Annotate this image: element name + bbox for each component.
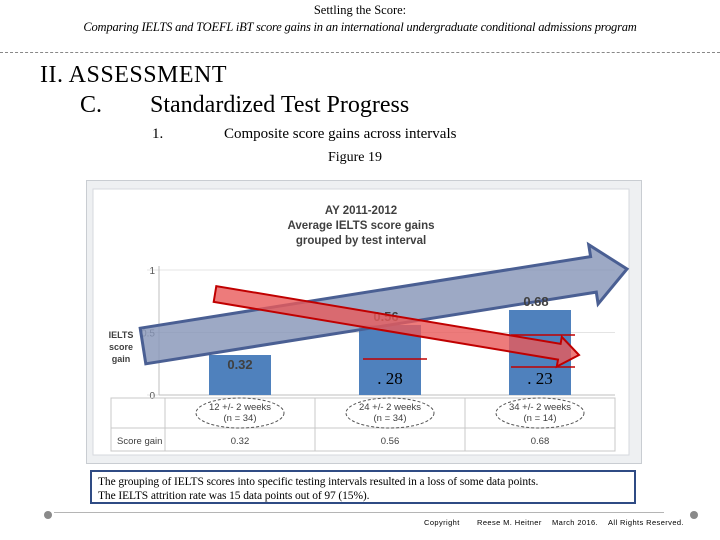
gain-annotation: . 28 [377, 369, 403, 388]
item-text: Composite score gains across intervals [224, 126, 457, 142]
slide-header-title: Settling the Score: [313, 3, 407, 17]
y-axis-label-line: gain [112, 354, 131, 364]
bar [359, 325, 421, 395]
table-value: 0.68 [531, 436, 550, 447]
bar [209, 355, 271, 395]
category-label-line: 12 +/- 2 weeks [209, 402, 271, 413]
subsection-title: Standardized Test Progress [150, 92, 410, 118]
category-label-line: (n = 14) [523, 413, 556, 424]
caption-line-2: The IELTS attrition rate was 15 data poi… [98, 490, 370, 502]
bar-value-label: 0.32 [227, 357, 252, 372]
figure-label: Figure 19 [327, 150, 383, 165]
footer-copyright: Copyright [424, 518, 460, 527]
y-tick-label: 1 [149, 266, 155, 277]
footer-divider [54, 512, 664, 513]
y-axis-label-line: IELTS [109, 330, 134, 340]
caption-line-1: The grouping of IELTS scores into specif… [98, 476, 539, 488]
category-label-line: 34 +/- 2 weeks [509, 402, 571, 413]
y-axis-label-line: score [109, 342, 133, 352]
table-value: 0.32 [231, 436, 250, 447]
footer-date: March 2016. [552, 518, 599, 527]
category-highlight-oval [345, 397, 435, 429]
chart-title-line: Average IELTS score gains [287, 220, 434, 232]
gain-annotation: . 23 [527, 369, 553, 388]
slide-header-subtitle: Comparing IELTS and TOEFL iBT score gain… [83, 20, 637, 34]
trend-arrow-down [212, 284, 581, 369]
chart-title-line: grouped by test interval [296, 235, 426, 247]
header-divider [0, 52, 720, 53]
category-highlight-oval [495, 397, 585, 429]
item-number: 1. [152, 126, 164, 142]
trend-arrow-up [138, 241, 630, 366]
footer-author: Reese M. Heitner [477, 518, 542, 527]
bar-chart: AY 2011-2012 Average IELTS score gains gro… [92, 188, 630, 456]
section-heading: II. ASSESSMENT [40, 62, 228, 88]
category-highlight-oval [195, 397, 285, 429]
subsection-letter: C. [80, 92, 103, 118]
footer-dot-right [690, 511, 698, 519]
bar-value-label: 0.68 [523, 294, 548, 309]
table-row-label: Score gain [117, 436, 162, 447]
y-tick-label: 0 [149, 391, 155, 402]
figure-caption: The grouping of IELTS scores into specif… [90, 470, 636, 504]
category-label-line: (n = 34) [223, 413, 256, 424]
footer-dot-left [44, 511, 52, 519]
table-value: 0.56 [381, 436, 400, 447]
category-label-line: (n = 34) [373, 413, 406, 424]
category-label-line: 24 +/- 2 weeks [359, 402, 421, 413]
chart-frame: AY 2011-2012 Average IELTS score gains gro… [86, 180, 642, 464]
footer-rights: All Rights Reserved. [608, 518, 684, 527]
chart-title-line: AY 2011-2012 [325, 205, 397, 217]
data-table-border [110, 397, 616, 452]
